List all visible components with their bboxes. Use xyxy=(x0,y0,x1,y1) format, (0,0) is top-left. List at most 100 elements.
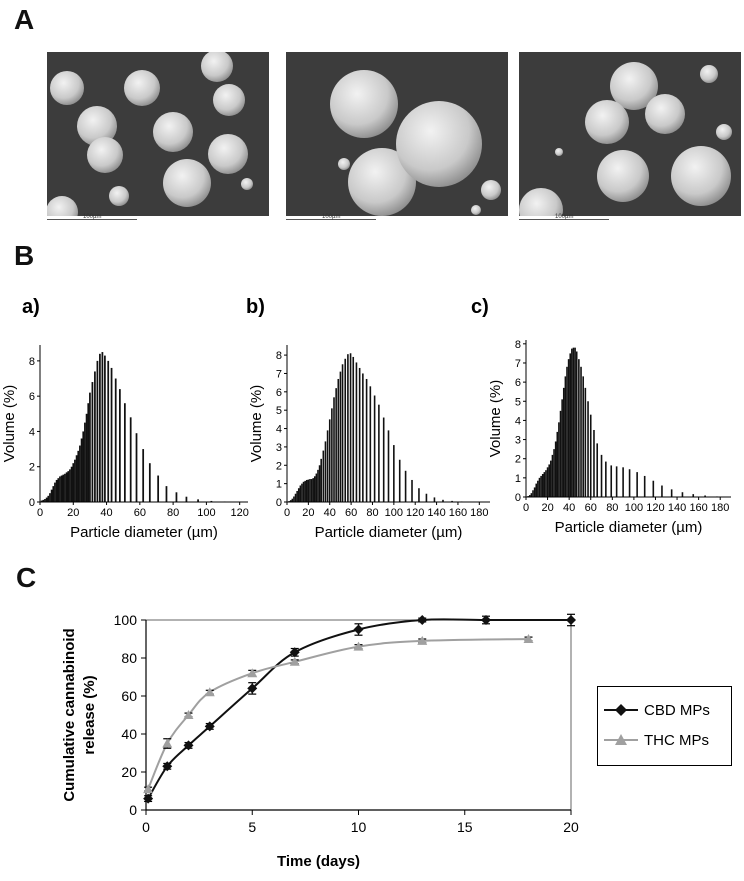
histogram-bar xyxy=(47,495,50,502)
y-tick-label: 1 xyxy=(276,479,282,491)
cbd-data-point xyxy=(162,761,173,772)
y-tick-label: 8 xyxy=(515,339,521,351)
histogram-bar xyxy=(75,455,78,502)
x-tick-label: 15 xyxy=(457,819,473,835)
histogram-bar xyxy=(331,408,333,502)
y-tick-label: 40 xyxy=(121,726,137,742)
histogram-bar xyxy=(50,489,53,502)
histogram-bar xyxy=(393,445,395,502)
y-tick-label: 0 xyxy=(129,802,137,818)
thc-data-point xyxy=(417,635,428,645)
histogram-bar xyxy=(355,362,358,502)
histogram-bar xyxy=(324,441,327,502)
histogram-bar xyxy=(387,430,390,502)
histogram-bar xyxy=(87,403,90,502)
histogram-bar xyxy=(442,499,444,502)
histogram-bar xyxy=(704,495,706,497)
histogram-bar xyxy=(197,499,199,502)
histogram-bar xyxy=(96,360,99,502)
histogram-bar xyxy=(537,480,539,497)
histogram-bar xyxy=(44,499,46,502)
histogram-bar xyxy=(307,479,310,502)
histogram-bar xyxy=(347,354,349,502)
histogram-bar xyxy=(556,431,559,497)
y-tick-label: 4 xyxy=(276,424,282,436)
panel-label-a: A xyxy=(14,4,35,35)
x-tick-label: 160 xyxy=(449,507,467,519)
histogram-bar xyxy=(49,493,51,502)
x-tick-label: 120 xyxy=(646,502,664,514)
histogram-bar xyxy=(378,404,380,502)
histogram-bar xyxy=(425,493,428,502)
histogram-bar xyxy=(315,473,318,502)
y-tick-label: 80 xyxy=(121,650,137,666)
histogram-bar xyxy=(398,459,401,502)
x-tick-label: 80 xyxy=(167,507,179,519)
histogram-bar xyxy=(296,490,298,502)
histogram-bar xyxy=(59,476,61,502)
diamond-marker-icon xyxy=(604,704,638,716)
histogram-bar xyxy=(344,358,347,502)
histogram-bar xyxy=(294,493,297,502)
histogram-bar xyxy=(341,364,344,502)
x-tick-label: 40 xyxy=(100,507,112,519)
histogram-bar xyxy=(554,441,557,497)
histogram-bar xyxy=(418,488,420,502)
histogram-bar xyxy=(85,413,88,502)
x-tick-label: 100 xyxy=(197,507,215,519)
histogram-bar xyxy=(545,470,547,497)
histogram-bar xyxy=(333,397,335,502)
histogram-bar xyxy=(584,387,587,497)
histogram-bar xyxy=(309,479,311,502)
thc-data-point xyxy=(143,784,154,794)
histogram-bar xyxy=(77,450,80,502)
histogram-bar xyxy=(40,500,43,502)
histogram-bar xyxy=(72,463,75,502)
histogram-bar xyxy=(337,378,340,502)
histogram-bar xyxy=(352,356,355,502)
y-axis-label: Volume (%) xyxy=(1,385,18,463)
x-tick-label: 140 xyxy=(427,507,445,519)
scale-bar-3: 100µm xyxy=(519,214,609,228)
thc-data-point xyxy=(162,738,173,748)
histogram-bar xyxy=(538,477,541,497)
y-tick-label: 2 xyxy=(29,462,35,474)
histogram-bar xyxy=(528,495,531,497)
panel-label-b: B xyxy=(14,240,35,271)
histogram-bar xyxy=(322,450,325,502)
histogram-bar xyxy=(45,497,48,502)
x-tick-label: 100 xyxy=(385,507,403,519)
cbd-data-point xyxy=(353,624,364,635)
histogram-bar xyxy=(365,378,368,502)
histogram-bar xyxy=(349,353,352,502)
histogram-bar xyxy=(610,465,613,497)
x-tick-label: 160 xyxy=(689,502,707,514)
histogram-bar xyxy=(210,500,213,502)
y-tick-label: 6 xyxy=(515,377,521,389)
histogram-bar xyxy=(628,469,631,497)
histogram-bar xyxy=(562,387,565,497)
histogram-bar xyxy=(157,475,160,502)
y-tick-label: 0 xyxy=(29,497,35,509)
y-tick-label: 0 xyxy=(515,492,521,504)
histogram-bar xyxy=(89,392,91,502)
histogram-bar xyxy=(589,414,592,497)
histogram-bar xyxy=(302,481,305,502)
cbd-series-line xyxy=(147,618,571,800)
x-tick-label: 10 xyxy=(351,819,367,835)
histogram-bar xyxy=(636,472,638,497)
histogram-bar xyxy=(339,371,342,502)
x-tick-label: 80 xyxy=(606,502,618,514)
histogram-bar xyxy=(541,474,544,497)
cbd-data-point xyxy=(247,683,258,694)
histogram-bar xyxy=(681,492,684,497)
histogram-bar xyxy=(175,492,178,502)
legend-label: CBD MPs xyxy=(644,701,710,719)
histogram-bar xyxy=(551,454,554,497)
histogram-bar xyxy=(328,419,331,502)
x-tick-label: 120 xyxy=(231,507,249,519)
x-tick-label: 20 xyxy=(302,507,314,519)
histogram-bar xyxy=(582,376,584,497)
histogram-bar xyxy=(82,431,85,502)
sem-image-1 xyxy=(47,52,269,216)
